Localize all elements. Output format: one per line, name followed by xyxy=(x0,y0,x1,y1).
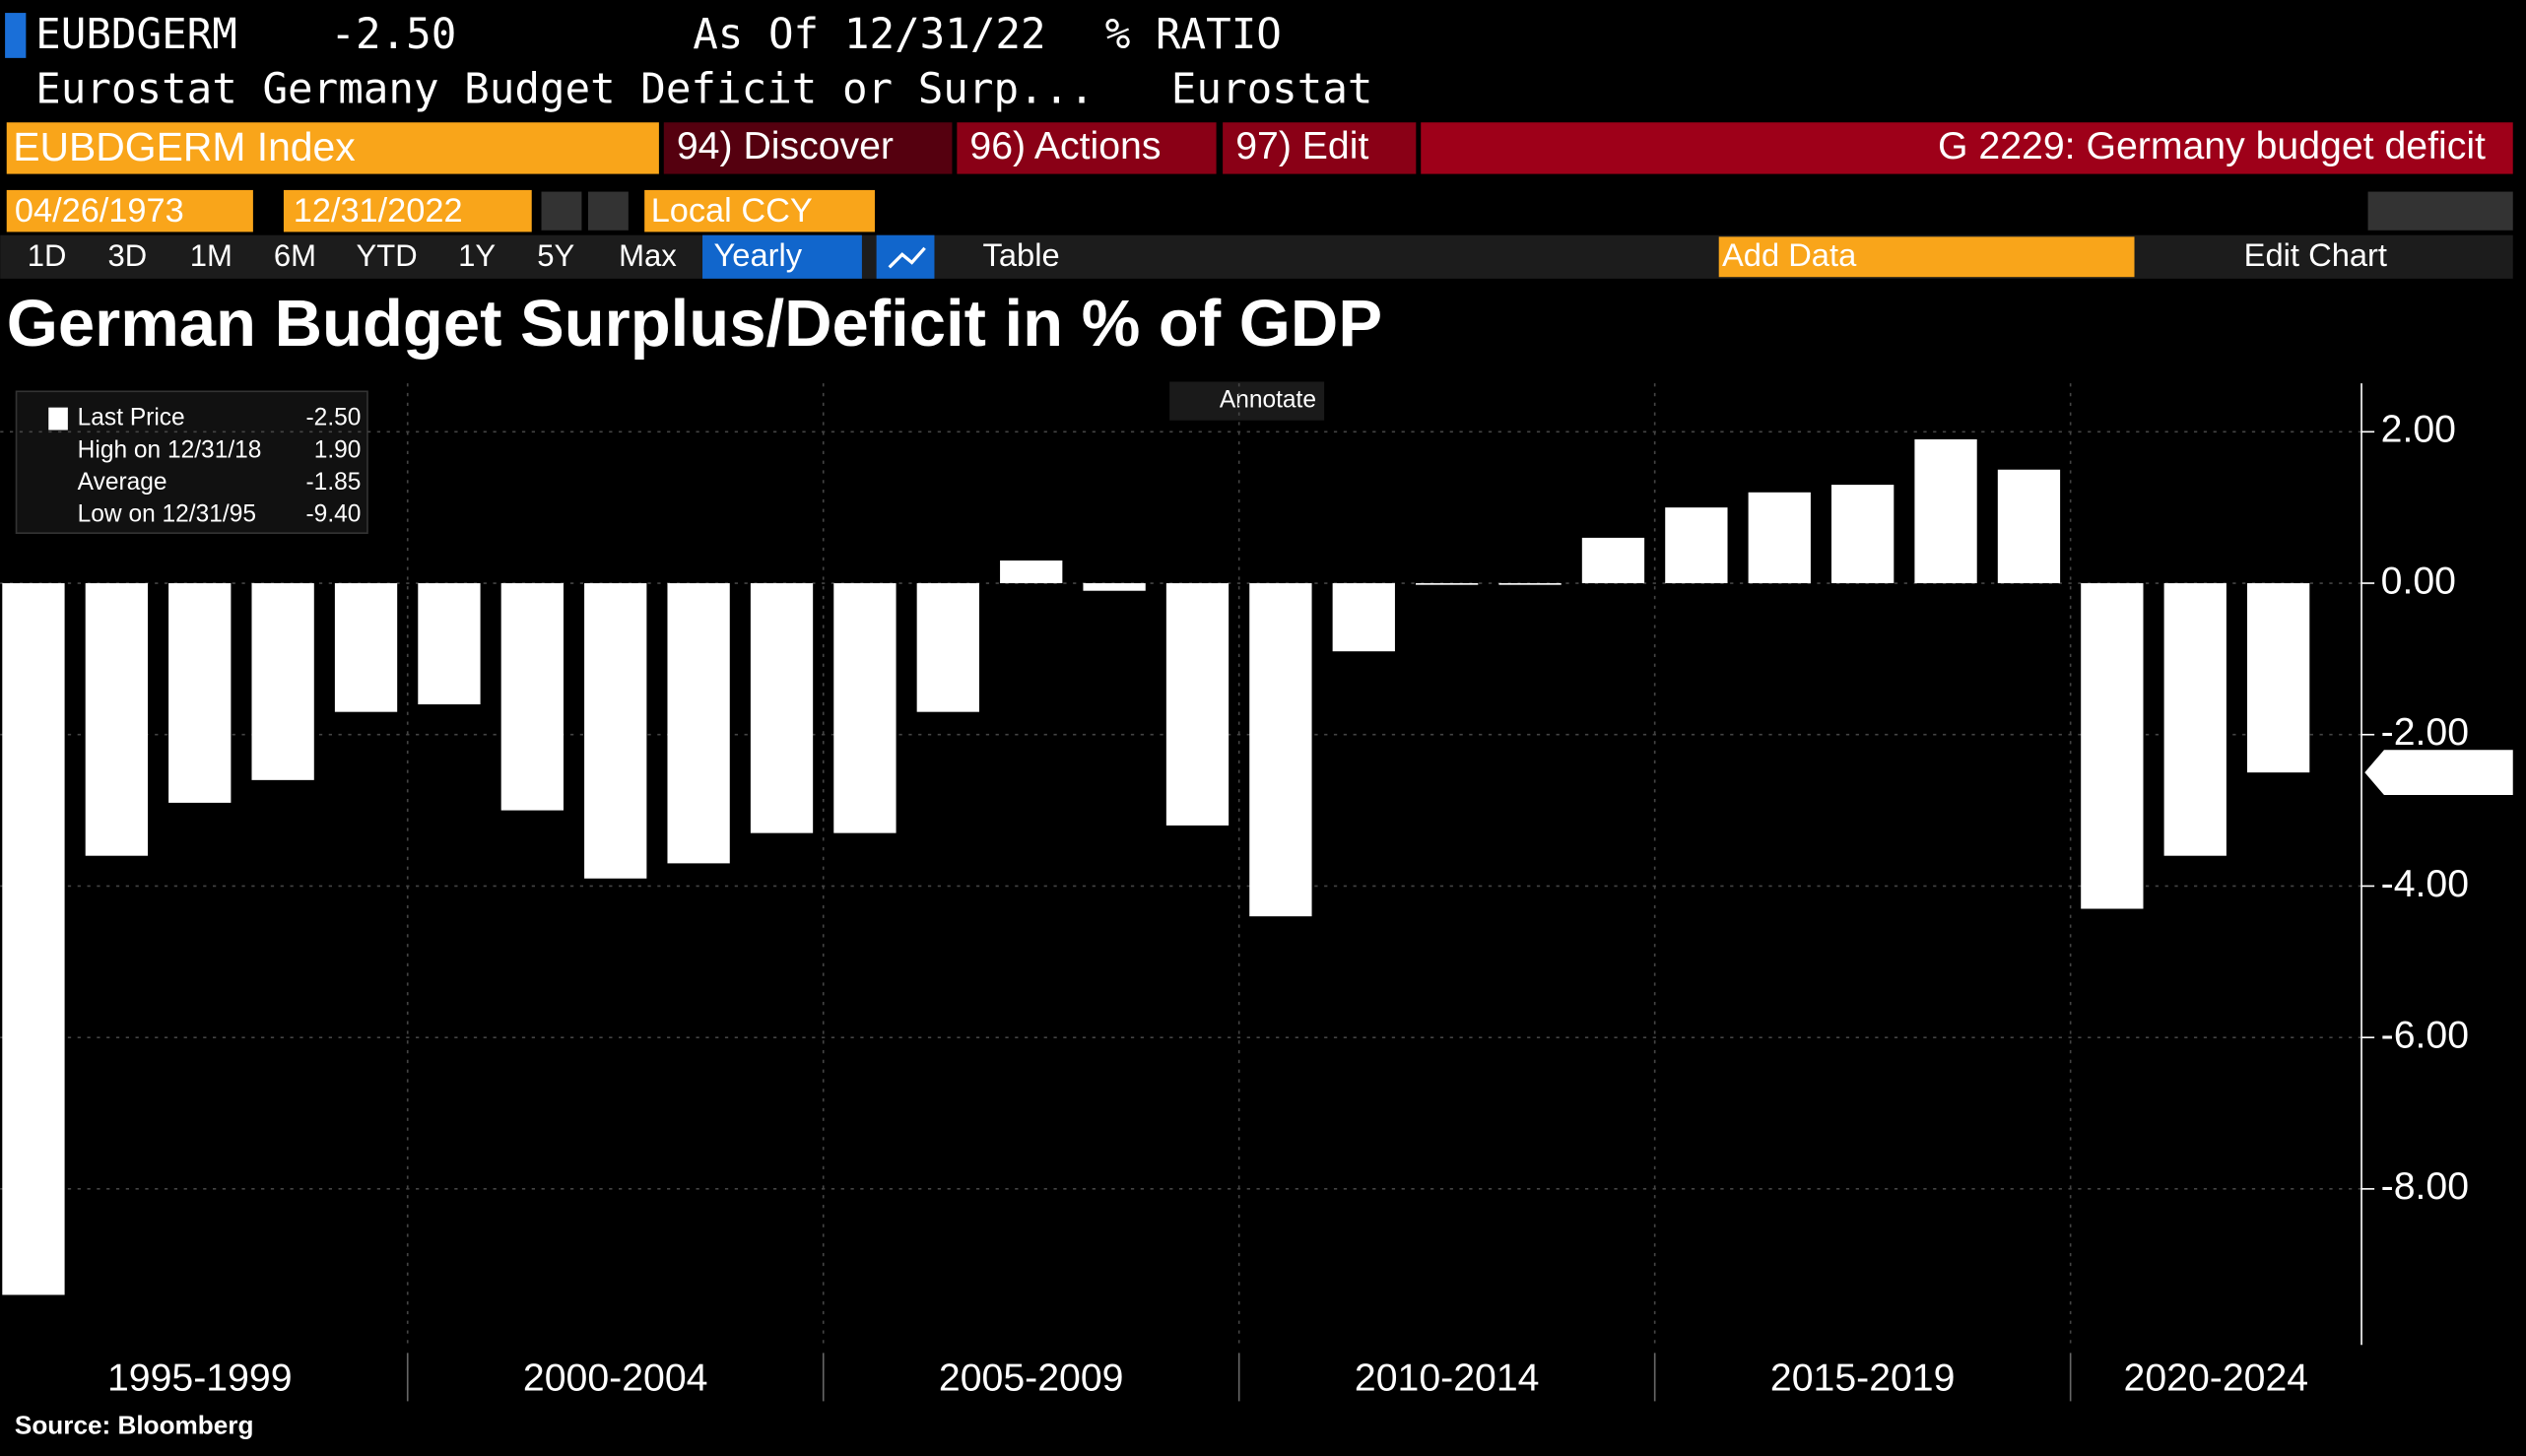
last-price-tag xyxy=(2364,750,2513,796)
legend-value: -1.85 xyxy=(306,469,362,496)
menu-item[interactable]: 97) Edit xyxy=(1235,124,1368,167)
period-button[interactable]: 6M xyxy=(274,238,316,273)
as-of-label: As Of xyxy=(693,11,819,59)
bar xyxy=(2246,583,2310,773)
bar xyxy=(667,583,730,864)
bar xyxy=(1831,485,1894,584)
bar xyxy=(1249,583,1312,917)
bar xyxy=(833,583,897,833)
y-tick-label: 0.00 xyxy=(2381,559,2456,602)
source-name: Eurostat xyxy=(1171,66,1373,114)
bar xyxy=(1165,583,1230,826)
period-button[interactable]: Max xyxy=(619,238,677,273)
as-of-date: 12/31/22 xyxy=(844,11,1046,59)
x-tick-label: 2010-2014 xyxy=(1355,1357,1540,1400)
table-button: Table xyxy=(983,236,1060,273)
bar xyxy=(1997,469,2061,584)
y-tick-label: 2.00 xyxy=(2381,408,2456,451)
bar xyxy=(1332,583,1395,652)
bar xyxy=(1665,507,1728,584)
period-button[interactable]: 1Y xyxy=(458,238,496,273)
bar xyxy=(2,583,65,1295)
unit: % RATIO xyxy=(1105,11,1282,59)
bar xyxy=(1581,537,1645,584)
bar xyxy=(1498,583,1562,585)
last-price-label: -2.50 xyxy=(2384,749,2472,792)
bar xyxy=(2081,583,2144,909)
bar xyxy=(334,583,398,712)
bar xyxy=(85,583,148,856)
x-tick-label: 1995-1999 xyxy=(107,1357,293,1400)
period-button[interactable]: 1D xyxy=(28,238,67,273)
bar xyxy=(500,583,564,811)
menu-item[interactable]: 94) Discover xyxy=(677,124,894,167)
function-title: G 2229: Germany budget deficit xyxy=(1938,124,2486,167)
legend-value: 1.90 xyxy=(314,436,362,463)
legend-label: Low on 12/31/95 xyxy=(78,501,256,528)
y-tick-label: -4.00 xyxy=(2381,862,2469,905)
source: Source: Bloomberg xyxy=(15,1410,254,1439)
edit-chart: Edit Chart xyxy=(2244,236,2387,273)
start-date: 04/26/1973 xyxy=(15,192,184,230)
bar xyxy=(2163,583,2227,856)
description: Eurostat Germany Budget Deficit or Surp.… xyxy=(35,66,1095,114)
period-button[interactable]: 3D xyxy=(108,238,148,273)
chart-title: German Budget Surplus/Deficit in % of GD… xyxy=(7,287,1382,361)
period-button[interactable]: 1M xyxy=(190,238,233,273)
price: -2.50 xyxy=(330,11,456,59)
annotate: Annotate xyxy=(1220,387,1316,414)
x-tick-label: 2020-2024 xyxy=(2124,1357,2309,1400)
y-tick-label: -8.00 xyxy=(2381,1164,2469,1208)
y-tick-label: -6.00 xyxy=(2381,1014,2469,1057)
bar xyxy=(251,583,314,780)
period-button[interactable]: YTD xyxy=(357,238,418,273)
y-tick-label: -2.00 xyxy=(2381,710,2469,754)
bar xyxy=(418,583,481,704)
frequency: Yearly xyxy=(713,236,802,273)
legend-value: -2.50 xyxy=(306,405,362,431)
add-data: Add Data xyxy=(1722,236,1857,273)
ticker: EUBDGERM xyxy=(35,11,237,59)
end-date: 12/31/2022 xyxy=(294,192,463,230)
period-button[interactable]: 5Y xyxy=(537,238,574,273)
x-tick-label: 2005-2009 xyxy=(939,1357,1124,1400)
legend-label: Last Price xyxy=(78,405,185,431)
bar xyxy=(750,583,814,833)
bar xyxy=(168,583,232,803)
bar xyxy=(1000,560,1063,584)
legend-label: Average xyxy=(78,469,167,496)
security: EUBDGERM Index xyxy=(13,124,355,169)
bar xyxy=(1914,438,1977,584)
currency: Local CCY xyxy=(651,192,813,230)
bar xyxy=(1416,583,1479,585)
legend-swatch xyxy=(48,407,68,430)
bar xyxy=(1083,583,1146,591)
bar xyxy=(1748,492,1811,584)
menu-item[interactable]: 96) Actions xyxy=(969,124,1161,167)
x-tick-label: 2000-2004 xyxy=(523,1357,708,1400)
x-tick-label: 2015-2019 xyxy=(1770,1357,1956,1400)
legend-value: -9.40 xyxy=(306,501,362,528)
legend-label: High on 12/31/18 xyxy=(78,436,262,463)
bar xyxy=(584,583,647,879)
bar xyxy=(916,583,979,712)
